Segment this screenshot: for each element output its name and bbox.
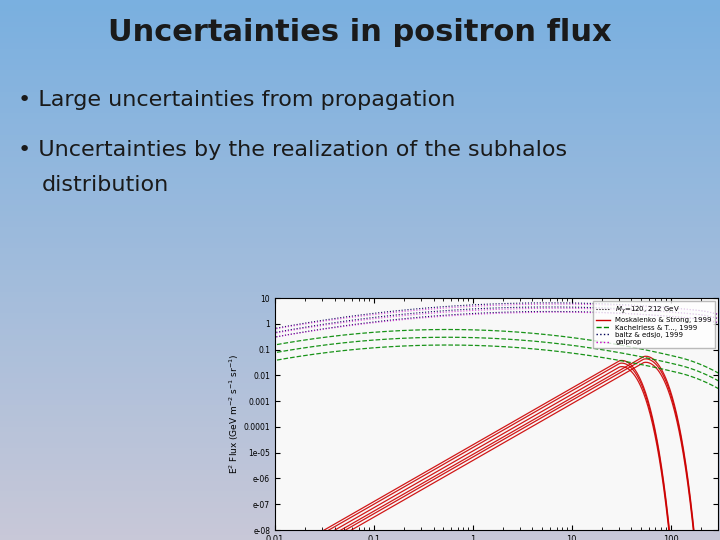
Legend: $M_\chi$=120, 212 GeV, Moskalenko & Strong, 1999, Kachelriess & T..., 1999, balt: $M_\chi$=120, 212 GeV, Moskalenko & Stro… [593,301,714,348]
Text: distribution: distribution [42,175,169,195]
Text: • Large uncertainties from propagation: • Large uncertainties from propagation [18,90,455,110]
Text: Uncertainties in positron flux: Uncertainties in positron flux [108,18,612,47]
Text: • Uncertainties by the realization of the subhalos: • Uncertainties by the realization of th… [18,140,567,160]
Y-axis label: E$^2$ Flux (GeV m$^{-2}$ s$^{-1}$ sr$^{-1}$): E$^2$ Flux (GeV m$^{-2}$ s$^{-1}$ sr$^{-… [228,354,240,474]
